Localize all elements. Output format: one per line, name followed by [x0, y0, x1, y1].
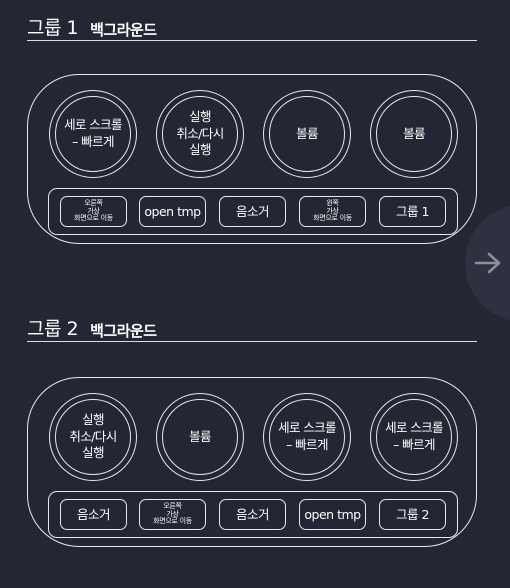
next-page-button[interactable]: [465, 204, 510, 322]
group-1-button-4[interactable]: 왼쪽 가상 화면으로 이동: [299, 196, 366, 227]
group-2-knob-1[interactable]: 실행 취소/다시 실행: [49, 393, 137, 481]
knob-label: 실행 취소/다시 실행: [162, 96, 238, 172]
knob-label: 볼륨: [269, 96, 345, 172]
knob-label: 세로 스크롤 – 빠르게: [376, 399, 452, 475]
group-2-knob-3[interactable]: 세로 스크롤 – 빠르게: [263, 393, 351, 481]
group-1-knob-4[interactable]: 볼륨: [370, 90, 458, 178]
group-1-button-5[interactable]: 그룹 1: [379, 196, 446, 227]
group-2-button-3[interactable]: 음소거: [219, 499, 286, 530]
group-1-subtitle: 백그라운드: [90, 21, 157, 39]
group-1-button-2[interactable]: open tmp: [139, 196, 206, 227]
knob-label: 볼륨: [162, 399, 238, 475]
group-2-title: 그룹 2: [27, 318, 79, 340]
group-2-button-1[interactable]: 음소거: [60, 499, 127, 530]
arrow-right-icon: [474, 252, 501, 274]
group-2-button-5[interactable]: 그룹 2: [379, 499, 446, 530]
group-1-panel: 세로 스크롤 – 빠르게 실행 취소/다시 실행 볼륨 볼륨 오른쪽 가상 화면…: [27, 74, 477, 244]
group-1-title: 그룹 1: [27, 17, 79, 39]
group-2-knob-2[interactable]: 볼륨: [156, 393, 244, 481]
group-1-knob-1[interactable]: 세로 스크롤 – 빠르게: [49, 90, 137, 178]
group-2-subtitle: 백그라운드: [90, 322, 157, 340]
group-2-panel: 실행 취소/다시 실행 볼륨 세로 스크롤 – 빠르게 세로 스크롤 – 빠르게…: [27, 377, 477, 547]
group-1-knob-2[interactable]: 실행 취소/다시 실행: [156, 90, 244, 178]
knob-label: 세로 스크롤 – 빠르게: [55, 96, 131, 172]
group-2-button-row: 음소거 오른쪽 가상 화면으로 이동 음소거 open tmp 그룹 2: [48, 491, 458, 538]
group-1-button-3[interactable]: 음소거: [219, 196, 286, 227]
knob-label: 세로 스크롤 – 빠르게: [269, 399, 345, 475]
knob-label: 실행 취소/다시 실행: [55, 399, 131, 475]
group-1-header: 그룹 1 백그라운드: [27, 10, 477, 41]
group-1-button-1[interactable]: 오른쪽 가상 화면으로 이동: [60, 196, 127, 227]
group-2-button-2[interactable]: 오른쪽 가상 화면으로 이동: [139, 499, 206, 530]
group-2-header: 그룹 2 백그라운드: [27, 311, 477, 342]
group-1-button-row: 오른쪽 가상 화면으로 이동 open tmp 음소거 왼쪽 가상 화면으로 이…: [48, 188, 458, 235]
group-2-knob-4[interactable]: 세로 스크롤 – 빠르게: [370, 393, 458, 481]
group-2-button-4[interactable]: open tmp: [299, 499, 366, 530]
group-1-knob-3[interactable]: 볼륨: [263, 90, 351, 178]
knob-label: 볼륨: [376, 96, 452, 172]
